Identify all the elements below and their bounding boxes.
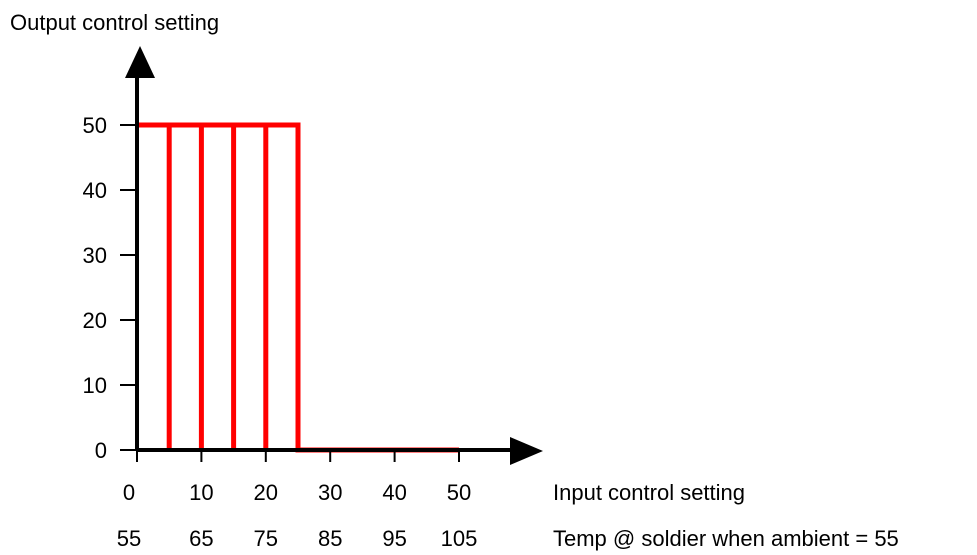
- x-axis-arrowhead: [510, 437, 543, 465]
- secondary-x-tick-label: 55: [117, 526, 141, 551]
- secondary-x-tick-label: 105: [441, 526, 478, 551]
- secondary-x-tick-label: 85: [318, 526, 342, 551]
- x-tick-label: 0: [123, 480, 135, 505]
- y-axis-label: Output control setting: [10, 10, 219, 35]
- y-tick-label: 40: [83, 178, 107, 203]
- y-tick-label: 20: [83, 308, 107, 333]
- axis-layer: 0 10 20 30 40 50 0 55 10 65 20 75 30 85 40 95 50 105: [83, 46, 543, 551]
- y-tick-label: 50: [83, 113, 107, 138]
- x-axis-label: Input control setting: [553, 480, 745, 505]
- y-tick-label: 0: [95, 438, 107, 463]
- secondary-x-tick-label: 75: [254, 526, 278, 551]
- secondary-x-tick-label: 95: [382, 526, 406, 551]
- x-tick-label: 30: [318, 480, 342, 505]
- secondary-x-axis-label: Temp @ soldier when ambient = 55: [553, 526, 899, 551]
- y-axis-arrowhead: [125, 46, 155, 78]
- x-tick-label: 20: [254, 480, 278, 505]
- series-layer: [137, 122, 459, 453]
- y-tick-label: 10: [83, 373, 107, 398]
- x-tick-label: 10: [189, 480, 213, 505]
- series-line: [137, 122, 459, 453]
- x-tick-label: 50: [447, 480, 471, 505]
- x-tick-label: 40: [382, 480, 406, 505]
- y-tick-label: 30: [83, 243, 107, 268]
- secondary-x-tick-label: 65: [189, 526, 213, 551]
